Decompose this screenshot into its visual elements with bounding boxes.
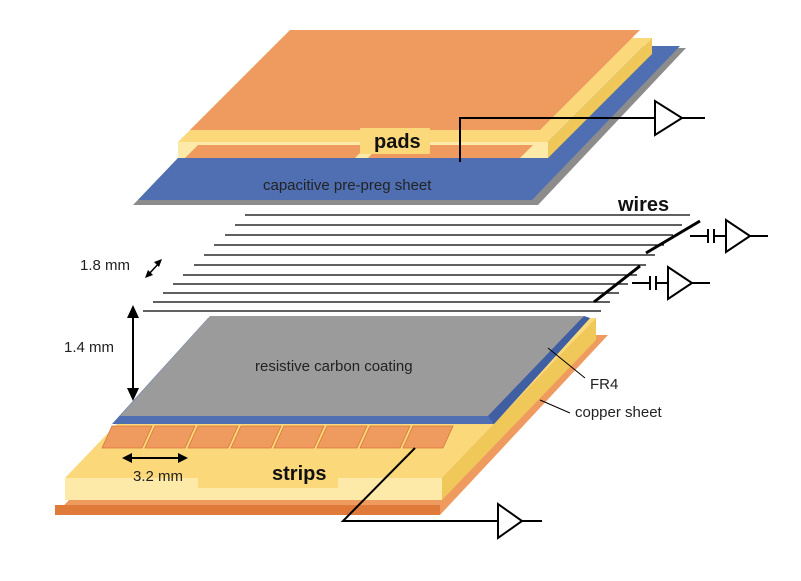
arrowhead: [127, 388, 139, 401]
coating-label: resistive carbon coating: [255, 358, 413, 375]
strip-pitch-label: 3.2 mm: [133, 468, 183, 485]
strip: [101, 425, 153, 449]
wire-amplifier-icon: [667, 265, 694, 301]
copper-sheet-edge: [55, 505, 440, 515]
strip: [359, 425, 411, 449]
copper-leader: [539, 399, 571, 414]
pad-amplifier-icon: [654, 99, 684, 137]
pad-plate: [190, 30, 640, 130]
resistive-coating-edge: [488, 316, 590, 424]
pads-label-bg: [360, 128, 430, 154]
prepreg-label: capacitive pre-preg sheet: [263, 177, 432, 194]
strips-label-bg: [198, 460, 338, 488]
strips-label: strips: [272, 463, 326, 485]
wire-bus-upper: [645, 219, 701, 255]
strip: [187, 425, 239, 449]
strip: [402, 425, 454, 449]
strip: [230, 425, 282, 449]
wire-bus-lower: [593, 264, 641, 304]
pad-readout-line: [459, 117, 655, 162]
strip-readout-line: [340, 447, 498, 522]
wires-label: wires: [617, 194, 669, 216]
wire-pitch-label: 1.8 mm: [80, 257, 130, 274]
wire-readout: [593, 218, 768, 304]
arrowhead: [145, 270, 153, 278]
fr4-leader: [547, 347, 586, 379]
readout-strips: [101, 425, 454, 449]
pads-label: pads: [374, 131, 421, 153]
strip: [273, 425, 325, 449]
pad-plate-front: [185, 145, 368, 158]
arrowhead: [127, 305, 139, 318]
fr4-label: FR4: [590, 376, 618, 393]
pads-layer-side: [548, 38, 652, 158]
fr4-front: [65, 478, 442, 500]
bottom-stack: resistive carbon coating strips 3.2 mm F…: [55, 316, 663, 540]
wire-amplifier-icon: [725, 218, 752, 254]
strip: [316, 425, 368, 449]
gap-label: 1.4 mm: [64, 339, 114, 356]
fr4-side: [442, 318, 596, 500]
strip-amplifier-icon: [497, 502, 524, 540]
arrowhead: [122, 453, 132, 463]
arrowhead: [178, 453, 188, 463]
copper-label: copper sheet: [575, 404, 663, 421]
arrowhead: [154, 259, 162, 267]
resistive-coating: [120, 316, 584, 416]
strip: [144, 425, 196, 449]
top-stack: pads capacitive pre-preg sheet: [133, 30, 705, 205]
wire-plane: [143, 214, 690, 312]
